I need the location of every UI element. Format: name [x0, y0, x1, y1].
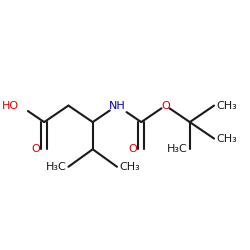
Text: H₃C: H₃C: [167, 144, 188, 154]
Text: H₃C: H₃C: [46, 162, 66, 172]
Text: O: O: [128, 144, 137, 154]
Text: O: O: [32, 144, 40, 154]
Text: CH₃: CH₃: [216, 100, 237, 110]
Text: CH₃: CH₃: [216, 134, 237, 143]
Text: O: O: [161, 100, 170, 110]
Text: NH: NH: [108, 100, 125, 110]
Text: CH₃: CH₃: [119, 162, 140, 172]
Text: HO: HO: [2, 100, 19, 110]
